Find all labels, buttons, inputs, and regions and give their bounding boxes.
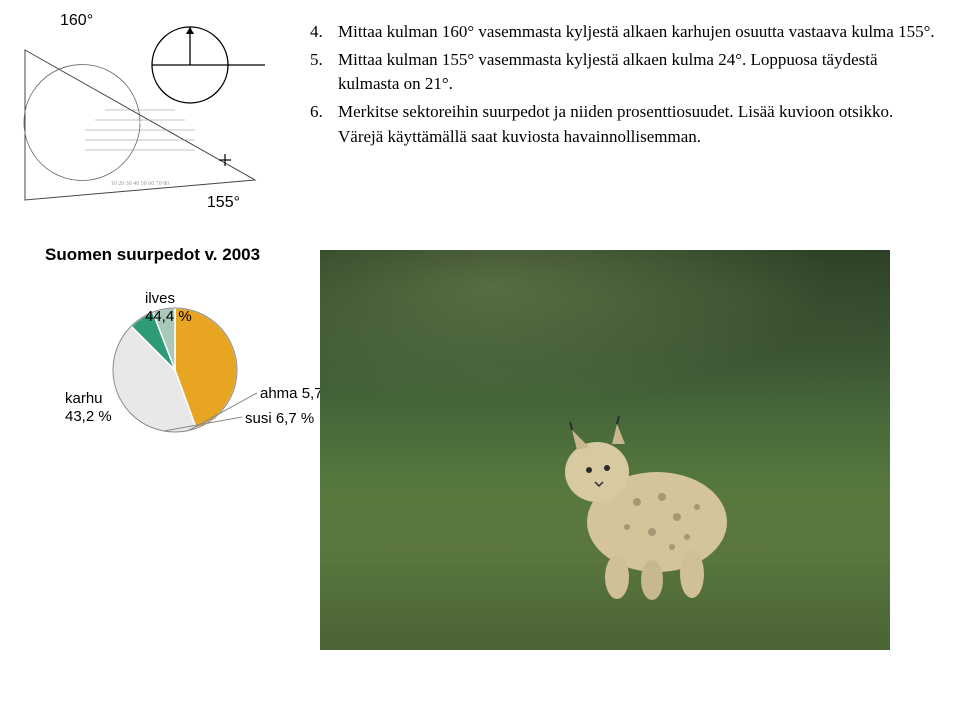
- instruction-item: 5. Mittaa kulman 155° vasemmasta kyljest…: [310, 48, 940, 97]
- instruction-text: Merkitse sektoreihin suurpedot ja niiden…: [338, 100, 940, 149]
- lynx-illustration: [537, 402, 757, 602]
- instruction-item: 4. Mittaa kulman 160° vasemmasta kyljest…: [310, 20, 940, 45]
- instruction-number: 4.: [310, 20, 338, 45]
- pie-label-susi: susi 6,7 %: [245, 410, 314, 428]
- angle-label-160: 160°: [60, 12, 93, 30]
- instruction-list: 4. Mittaa kulman 160° vasemmasta kyljest…: [310, 20, 940, 220]
- pie-label-pct: 43,2 %: [65, 408, 112, 425]
- instruction-number: 5.: [310, 48, 338, 97]
- svg-text:10 20 30 40 50 60 70 80: 10 20 30 40 50 60 70 80: [111, 181, 170, 187]
- pie-label-name: ilves: [145, 290, 175, 307]
- angle-label-155: 155°: [207, 194, 240, 212]
- pie-label-ilves: ilves 44,4 %: [145, 290, 192, 326]
- pie-label-karhu: karhu 43,2 %: [65, 390, 112, 426]
- instruction-text: Mittaa kulman 160° vasemmasta kyljestä a…: [338, 20, 940, 45]
- protractor-figure: 160° 10 20 30 40 50 60 70 80: [20, 20, 280, 220]
- pie-label-name: karhu: [65, 390, 103, 407]
- instruction-text: Mittaa kulman 155° vasemmasta kyljestä a…: [338, 48, 940, 97]
- protractor-svg: 10 20 30 40 50 60 70 80: [20, 20, 280, 215]
- lynx-photo: [320, 250, 890, 650]
- instruction-number: 6.: [310, 100, 338, 149]
- pie-label-pct: 44,4 %: [145, 308, 192, 325]
- instruction-item: 6. Merkitse sektoreihin suurpedot ja nii…: [310, 100, 940, 149]
